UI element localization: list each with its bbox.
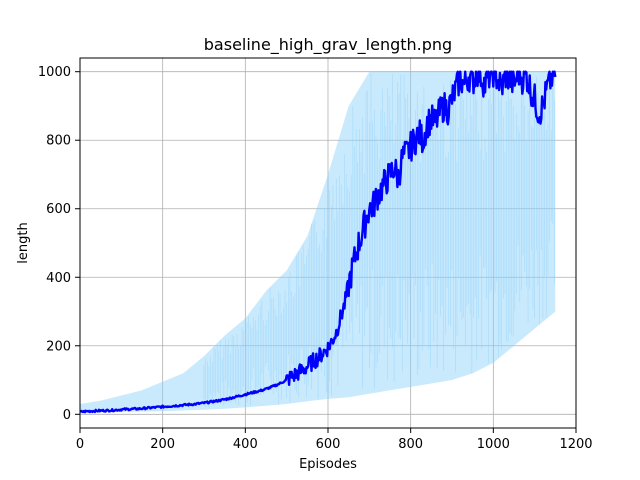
y-tick-label: 400 bbox=[46, 271, 71, 286]
y-tick-label: 600 bbox=[46, 202, 71, 217]
variance-band bbox=[80, 71, 556, 413]
chart-title: baseline_high_grav_length.png bbox=[204, 35, 452, 55]
x-tick-label: 1000 bbox=[477, 437, 510, 452]
x-tick-label: 1200 bbox=[559, 437, 592, 452]
mean-line bbox=[79, 70, 557, 414]
x-tick-label: 200 bbox=[150, 437, 175, 452]
band-area bbox=[80, 71, 556, 413]
y-tick-label: 800 bbox=[46, 134, 71, 149]
mean-line-path bbox=[79, 70, 557, 414]
y-axis-ticks: 0 200 400 600 800 1000 bbox=[38, 65, 80, 423]
x-tick-label: 0 bbox=[76, 437, 84, 452]
y-tick-label: 0 bbox=[63, 408, 71, 423]
x-axis-ticks: 0 200 400 600 800 1000 1200 bbox=[76, 428, 593, 452]
y-axis-label: length bbox=[16, 222, 31, 263]
x-axis-label: Episodes bbox=[299, 457, 357, 472]
x-tick-label: 400 bbox=[233, 437, 258, 452]
y-tick-label: 200 bbox=[46, 339, 71, 354]
x-tick-label: 600 bbox=[316, 437, 341, 452]
x-tick-label: 800 bbox=[398, 437, 423, 452]
y-tick-label: 1000 bbox=[38, 65, 71, 80]
